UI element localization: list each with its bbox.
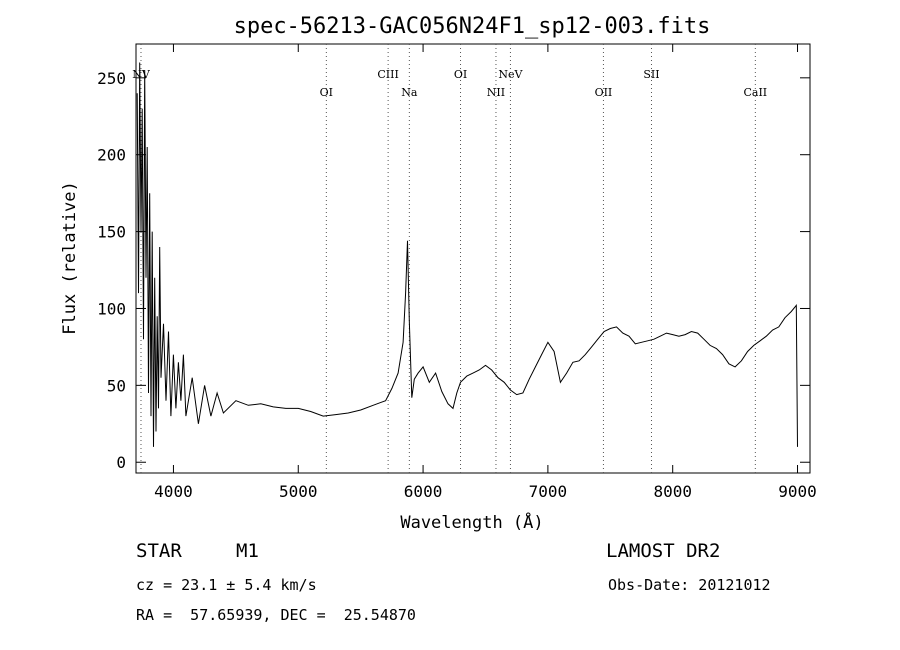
x-axis-label: Wavelength (Å): [400, 511, 543, 533]
y-tick-label: 150: [97, 223, 126, 242]
x-tick-label: 6000: [404, 482, 443, 501]
line-marker-label: OI: [454, 68, 467, 81]
line-marker-label: NII: [487, 86, 505, 99]
x-tick-label: 4000: [154, 482, 193, 501]
x-tick-label: 9000: [778, 482, 817, 501]
redshift-cz: cz = 23.1 ± 5.4 km/s: [136, 576, 317, 594]
chart-title: spec-56213-GAC056N24F1_sp12-003.fits: [234, 14, 711, 39]
line-marker-label: NV: [132, 68, 151, 81]
plot-frame: [135, 43, 811, 474]
y-tick-label: 250: [97, 69, 126, 88]
line-marker-label: OI: [320, 86, 333, 99]
spectrum-series: [136, 62, 798, 447]
axis-ticks: 4000 5000 6000 7000 8000 9000 0 50 100 150 200 250: [97, 44, 817, 501]
y-tick-label: 200: [97, 146, 126, 165]
line-marker-label: SII: [643, 68, 659, 81]
survey-name: LAMOST DR2: [606, 540, 721, 562]
y-tick-label: 100: [97, 299, 126, 318]
coordinates: RA = 57.65939, DEC = 25.54870: [136, 606, 416, 624]
obs-date: Obs-Date: 20121012: [608, 576, 771, 594]
x-tick-label: 7000: [529, 482, 568, 501]
line-marker-label: Na: [401, 86, 418, 99]
y-tick-label: 0: [116, 453, 126, 472]
line-marker-label: NeV: [498, 68, 523, 81]
x-tick-label: 5000: [279, 482, 318, 501]
y-axis-label: Flux (relative): [60, 181, 80, 335]
spectrum-line: [136, 62, 798, 447]
y-tick-label: 50: [107, 376, 126, 395]
object-subclass: M1: [236, 540, 259, 562]
object-class: STAR: [136, 540, 182, 562]
line-marker-label: CaII: [743, 86, 767, 99]
line-marker-label: CIII: [377, 68, 398, 81]
x-tick-label: 8000: [653, 482, 692, 501]
line-marker-label: OII: [595, 86, 613, 99]
